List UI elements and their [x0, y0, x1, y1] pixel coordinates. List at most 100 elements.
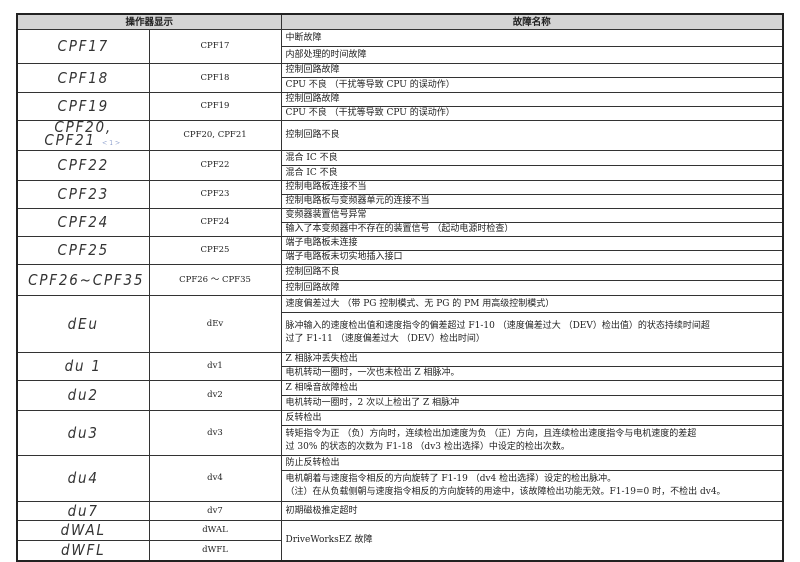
fault-name: Z 相脉冲丢失检出 [280, 352, 784, 367]
fault-name: 电机朝着与速度指令相反的方向旋转了 F1-19 （dv4 检出选择）设定的检出脉… [280, 470, 784, 502]
fault-code: CPF20, CPF21 [148, 120, 282, 151]
fault-name-line: 电机朝着与速度指令相反的方向旋转了 F1-19 （dv4 检出选择）设定的检出脉… [285, 474, 617, 484]
fault-name-line: 控制电路板连接不当 [285, 182, 367, 192]
fault-code: dv7 [148, 501, 282, 521]
operator-display: du2 [23, 380, 143, 411]
table-row: CPF17 CPF17 中断故障 [17, 29, 784, 64]
fault-name-line: 内部处理的时间故障 [285, 49, 367, 60]
fault-name-line: 混合 IC 不良 [285, 167, 338, 178]
display-text: dEu [67, 314, 99, 333]
operator-display: du3 [23, 410, 143, 456]
fault-name-line: 防止反转检出 [285, 457, 340, 468]
operator-display: CPF23 [23, 180, 143, 209]
fault-code: dWAL [148, 520, 282, 541]
table-row: du 1 dv1 Z 相脉冲丢失检出 [17, 352, 784, 381]
fault-name: 控制电路板与变频器单元的连接不当 [280, 194, 784, 209]
fault-name: 控制电路板连接不当 [280, 180, 784, 195]
fault-name: 内部处理的时间故障 [280, 46, 784, 64]
table-row: CPF18 CPF18 控制回路故障 [17, 63, 784, 93]
fault-name-line: 电机转动一圈时，一次也未检出 Z 相脉冲。 [285, 368, 460, 378]
fault-code: CPF18 [148, 63, 282, 93]
fault-name-line: 混合 IC 不良 [285, 152, 338, 163]
table-row: du4 dv4 防止反转检出 [17, 455, 784, 502]
fault-name-line: CPU 不良 （干扰等导致 CPU 的误动作） [285, 108, 455, 118]
fault-name: 脉冲输入的速度检出值和速度指令的偏差超过 F1-10 （速度偏差过大 （DEV）… [280, 312, 784, 353]
fault-code: CPF25 [148, 236, 282, 265]
display-text: CPF24 [57, 213, 109, 231]
table-row: CPF19 CPF19 控制回路故障 [17, 92, 784, 121]
operator-display: du7 [23, 501, 143, 521]
display-text: dWAL [60, 521, 106, 539]
fault-name-line: CPU 不良 （干扰等导致 CPU 的误动作） [285, 79, 455, 90]
operator-display: CPF26~CPF35 [23, 264, 143, 296]
fault-name-line: Z 相噪音故障检出 [285, 382, 358, 393]
fault-name: 控制回路故障 [280, 92, 784, 107]
operator-display: CPF25 [23, 236, 143, 265]
footnote-ref: <1> [102, 139, 123, 147]
display-text: CPF22 [57, 156, 109, 174]
fault-code: dv1 [148, 352, 282, 381]
fault-name: 初期磁极推定超时 [280, 501, 784, 521]
fault-name: CPU 不良 （干扰等导致 CPU 的误动作） [280, 77, 784, 93]
fault-name-line: 控制回路不良 [285, 267, 340, 277]
display-text: du7 [67, 501, 99, 520]
table-header: 操作器显示 故障名称 [16, 13, 784, 30]
fault-code: dv2 [148, 380, 282, 411]
fault-name: 电机转动一圈时，2 次以上检出了 Z 相脉冲 [280, 395, 784, 411]
fault-name-line: 过 30% 的状态的次数为 F1-18 （dv3 检出选择）中设定的检出次数。 [285, 441, 570, 452]
display-text: CPF23 [57, 185, 109, 203]
fault-name: 控制回路故障 [280, 63, 784, 78]
operator-display: CPF22 [23, 150, 143, 181]
fault-code: dv3 [148, 410, 282, 456]
fault-name: CPU 不良 （干扰等导致 CPU 的误动作） [280, 106, 784, 121]
display-text: du4 [67, 469, 99, 487]
fault-code: CPF23 [148, 180, 282, 209]
display-text: du2 [67, 386, 99, 404]
fault-code: CPF17 [148, 29, 282, 64]
operator-display: CPF17 [23, 29, 143, 64]
operator-display: dEu [23, 295, 143, 353]
fault-name: Z 相噪音故障检出 [280, 380, 784, 396]
fault-name: 电机转动一圈时，一次也未检出 Z 相脉冲。 [280, 366, 784, 381]
fault-name: 输入了本变频器中不存在的装置信号 （起动电源时检查） [280, 222, 784, 237]
operator-display: dWAL [23, 520, 143, 541]
display-text: CPF17 [57, 37, 109, 55]
fault-name: 端子电路板未连接 [280, 236, 784, 251]
fault-name-line: 控制回路故障 [285, 65, 340, 75]
fault-name-line: 输入了本变频器中不存在的装置信号 （起动电源时检查） [285, 224, 514, 234]
fault-name-line: （注）在从负载侧朝与速度指令相反的方向旋转的用途中，该故障检出功能无效。F1-1… [285, 487, 726, 497]
header-fault-name: 故障名称 [280, 13, 784, 30]
fault-name: 混合 IC 不良 [280, 150, 784, 166]
fault-name-line: 控制回路故障 [285, 94, 340, 104]
fault-name: 防止反转检出 [280, 455, 784, 471]
table-row: du2 dv2 Z 相噪音故障检出 [17, 380, 784, 411]
table-row: CPF26~CPF35 CPF26 ～ CPF35 控制回路不良 [17, 264, 784, 296]
fault-name: 混合 IC 不良 [280, 165, 784, 181]
operator-display: CPF18 [23, 63, 143, 93]
fault-name-line: 端子电路板未切实地插入接口 [285, 252, 403, 262]
fault-name-line: 过了 F1-11 （速度偏差过大 （DEV）检出时间） [285, 333, 485, 344]
table-row: CPF20, CPF21 <1> CPF20, CPF21 控制回路不良 [17, 120, 784, 151]
display-text: du3 [67, 423, 99, 442]
fault-name-line: 端子电路板未连接 [285, 238, 358, 248]
operator-display: du 1 [23, 352, 143, 381]
operator-display: dWFL [23, 540, 143, 561]
fault-name-line: DriveWorksEZ 故障 [285, 534, 373, 545]
table-row: du3 dv3 反转检出 [17, 410, 784, 456]
fault-name-line: 脉冲输入的速度检出值和速度指令的偏差超过 F1-10 （速度偏差过大 （DEV）… [285, 320, 710, 331]
fault-name: 反转检出 [280, 410, 784, 426]
table-row: CPF24 CPF24 变频器装置信号异常 [17, 208, 784, 237]
operator-display: CPF20, CPF21 <1> [23, 120, 143, 151]
fault-name-line: 转矩指令为正 （负）方向时，连续检出加速度为负 （正）方向，且连续检出速度指令与… [285, 428, 697, 439]
fault-name-line: 反转检出 [285, 412, 322, 423]
fault-name: 端子电路板未切实地插入接口 [280, 250, 784, 265]
fault-name: 控制回路故障 [280, 280, 784, 296]
display-text: CPF19 [57, 97, 109, 115]
fault-name-line: 速度偏差过大 （带 PG 控制模式、无 PG 的 PM 用高级控制模式） [285, 298, 555, 309]
table-row: dWAL dWAL DriveWorksEZ 故障 [17, 520, 784, 561]
display-text: du 1 [64, 357, 102, 375]
fault-name: 中断故障 [280, 29, 784, 47]
fault-name-line: 控制回路不良 [285, 130, 340, 140]
fault-code: dWFL [148, 540, 282, 561]
fault-code: dEv [148, 295, 282, 353]
